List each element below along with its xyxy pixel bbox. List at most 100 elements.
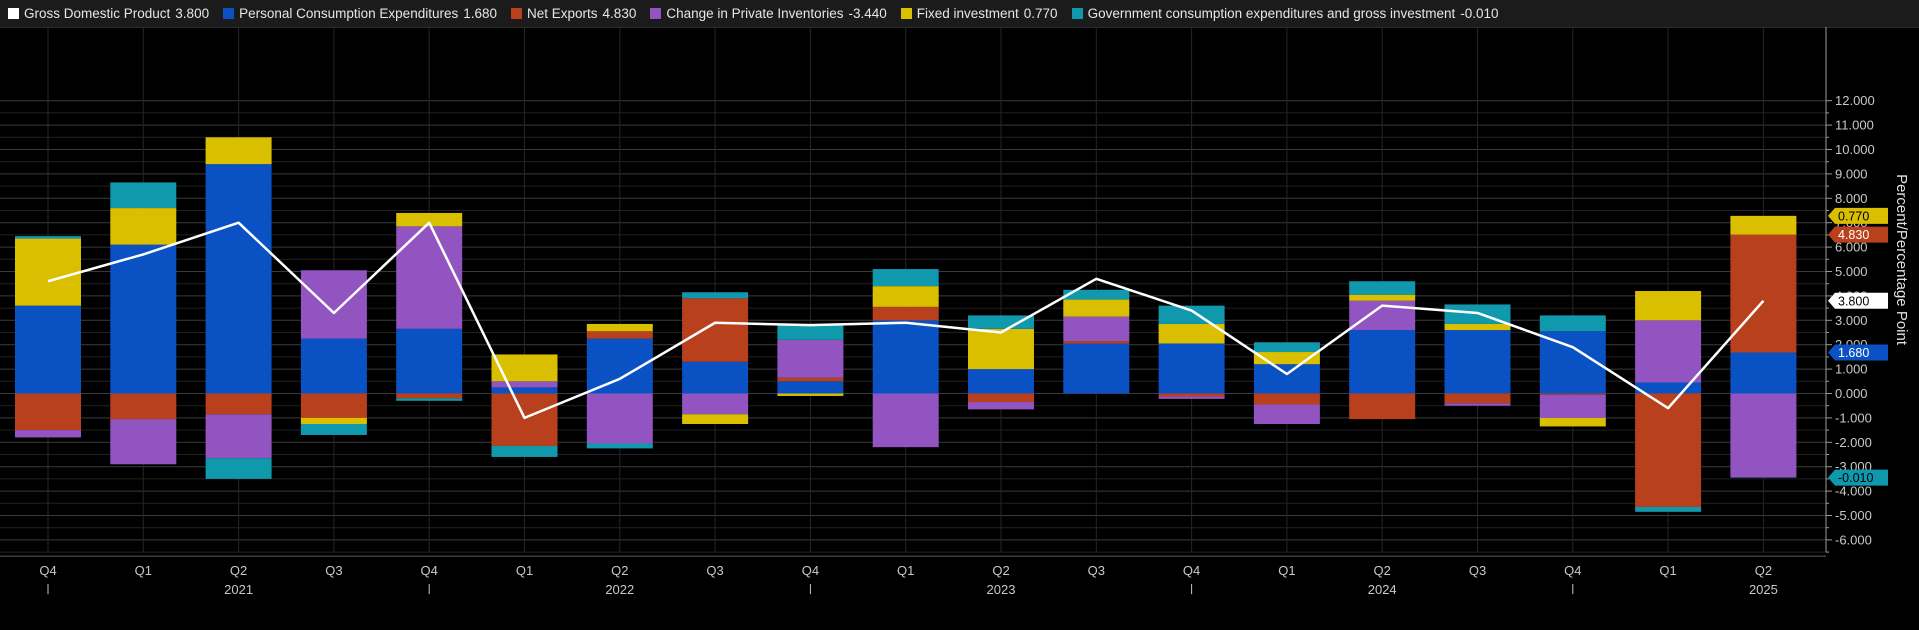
year-label: 2024	[1368, 582, 1397, 597]
bar-nx	[396, 393, 463, 399]
x-tick-label: Q4	[1564, 563, 1581, 578]
tag-shape	[1828, 226, 1888, 243]
x-tick-label: Q1	[897, 563, 914, 578]
bar-nx	[682, 298, 749, 362]
gdp-line-layer	[47, 221, 1765, 420]
bar-pce	[682, 361, 749, 394]
x-tick-label: Q4	[39, 563, 56, 578]
bar-nx	[1539, 393, 1606, 395]
bar-pce	[1349, 330, 1416, 394]
y-tick-label: 11.000	[1835, 118, 1874, 133]
legend-label: Gross Domestic Product	[24, 6, 171, 21]
legend-swatch-gdp	[8, 8, 19, 19]
y-tick-label: -5.000	[1835, 508, 1872, 523]
bar-nx	[1063, 341, 1130, 344]
bar-inv	[872, 393, 939, 448]
year-label: 2023	[987, 582, 1016, 597]
bar-fix	[1539, 417, 1606, 427]
year-label: 2021	[224, 582, 253, 597]
y-tick-label: 10.000	[1835, 142, 1875, 157]
x-tick-label: Q3	[1088, 563, 1105, 578]
tag-value: 0.770	[1838, 209, 1869, 223]
bar-pce	[1730, 352, 1797, 394]
bar-gov	[110, 182, 177, 209]
bar-pce	[1635, 382, 1702, 394]
y-tick-label: 0.000	[1835, 386, 1868, 401]
y-tick-label: 8.000	[1835, 191, 1868, 206]
legend-value: 4.830	[602, 6, 637, 21]
bar-pce	[396, 328, 463, 394]
last-value-tag-gov: -0.010	[1828, 469, 1888, 486]
legend-item-fix[interactable]: Fixed investment 0.770	[900, 6, 1058, 21]
bar-nx	[968, 393, 1034, 403]
bar-pce	[205, 164, 272, 394]
bar-inv	[1539, 394, 1606, 418]
bar-gov	[1063, 289, 1130, 300]
bar-nx	[1253, 393, 1320, 405]
bar-inv	[15, 430, 81, 438]
legend-value: 1.680	[463, 6, 498, 21]
last-value-tags: 0.770 4.830 3.800 1.680 -0.010	[1828, 207, 1888, 486]
bar-nx	[1349, 393, 1416, 420]
legend-label: Fixed investment	[916, 6, 1019, 21]
bar-fix	[1730, 215, 1797, 235]
x-tick-label: Q3	[325, 563, 342, 578]
bar-gov	[491, 445, 558, 457]
bar-inv	[1635, 320, 1702, 383]
bar-gov	[205, 458, 272, 479]
bar-pce	[1158, 343, 1225, 394]
y-tick-label: 6.000	[1835, 240, 1868, 255]
bar-gov	[777, 323, 844, 340]
x-tick-label: Q4	[802, 563, 819, 578]
bar-gov	[300, 424, 367, 435]
bar-pce	[1063, 343, 1130, 394]
last-value-tag-gdp: 3.800	[1828, 292, 1888, 309]
bar-fix	[777, 393, 844, 396]
bar-gov	[1635, 506, 1702, 512]
legend-label: Government consumption expenditures and …	[1087, 6, 1456, 21]
legend-swatch-fix	[900, 8, 912, 19]
bar-nx	[586, 331, 653, 339]
y-axis-title: Percent/Percentage Point	[1893, 174, 1910, 346]
legend-value: 0.770	[1023, 6, 1058, 21]
bar-inv	[205, 414, 272, 459]
bar-nx	[1730, 234, 1797, 353]
bar-pce	[110, 244, 177, 394]
bar-pce	[300, 338, 367, 394]
legend-item-pce[interactable]: Personal Consumption Expenditures 1.680	[223, 6, 497, 21]
bar-inv	[968, 402, 1034, 410]
bar-nx	[872, 306, 939, 321]
bar-nx	[1444, 393, 1511, 404]
bar-inv	[682, 393, 749, 415]
bar-fix	[396, 212, 463, 227]
bar-pce	[872, 320, 939, 394]
legend-item-nx[interactable]: Net Exports 4.830	[511, 6, 636, 21]
x-tick-label: Q1	[516, 563, 533, 578]
bar-inv	[777, 339, 844, 378]
gdp-line	[47, 221, 1765, 420]
legend-item-gdp[interactable]: Gross Domestic Product 3.800	[8, 6, 209, 21]
tag-value: 1.680	[1838, 346, 1869, 360]
last-value-tag-nx: 4.830	[1828, 226, 1888, 243]
legend-item-gov[interactable]: Government consumption expenditures and …	[1071, 6, 1499, 21]
y-tick-label: 5.000	[1835, 264, 1868, 279]
bar-gov	[1539, 315, 1606, 332]
bar-gov	[1253, 342, 1320, 353]
x-tick-label: Q2	[1755, 563, 1772, 578]
bar-fix	[1158, 323, 1225, 344]
x-tick-label: Q1	[1278, 563, 1295, 578]
bar-pce	[15, 305, 81, 394]
bar-gov	[396, 398, 463, 401]
x-tick-label: Q3	[706, 563, 723, 578]
x-axis: Q4 Q1 Q2 Q3 Q4 Q1 Q2 Q3 Q4 Q1 Q2 Q3 Q4 Q1 Q2 Q3 Q4 Q1 Q2 20…	[0, 555, 1826, 597]
legend-value: 3.800	[175, 6, 210, 21]
bar-fix	[1349, 294, 1416, 301]
legend-item-inv[interactable]: Change in Private Inventories -3.440	[650, 6, 887, 21]
y-tick-label: -4.000	[1835, 484, 1872, 499]
tag-shape	[1828, 292, 1888, 309]
bar-fix	[1444, 323, 1511, 331]
bar-fix	[110, 208, 177, 245]
bar-pce	[968, 369, 1034, 394]
x-tick-label: Q2	[1374, 563, 1391, 578]
bar-gov	[682, 292, 749, 299]
